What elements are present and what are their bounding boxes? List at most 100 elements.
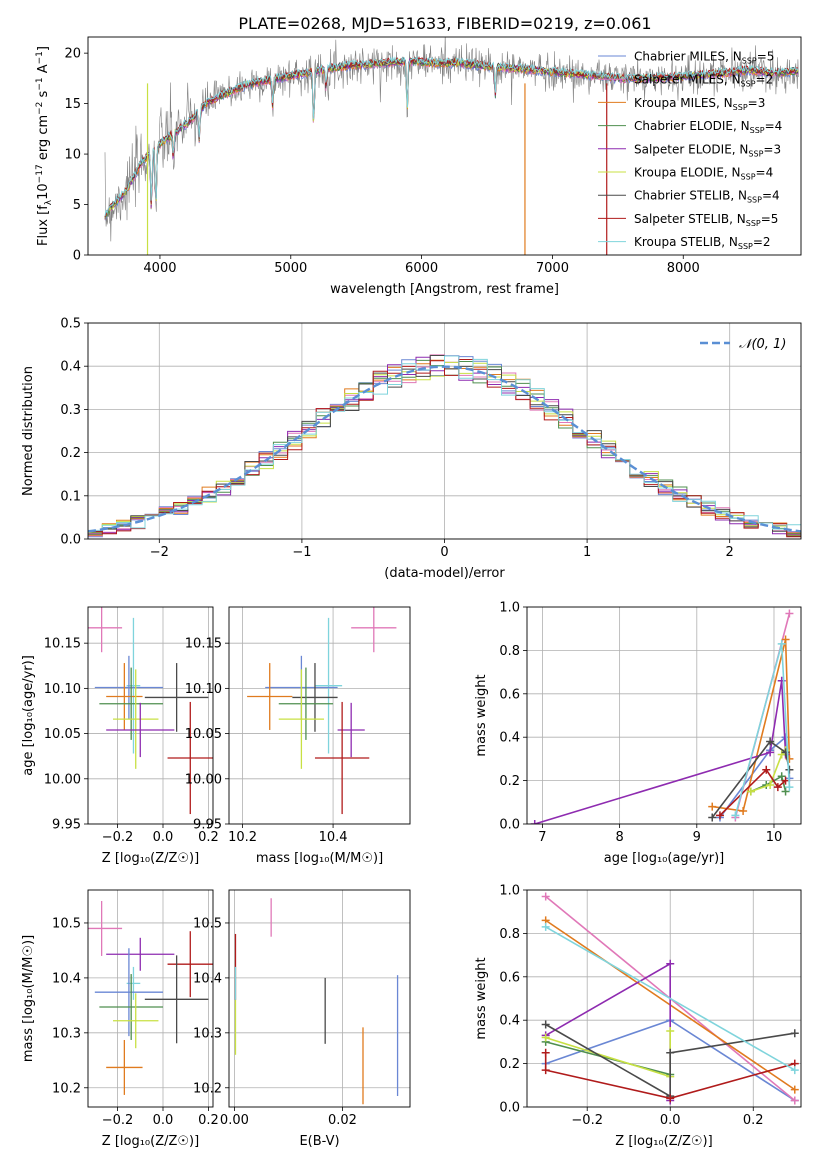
spectrum-xlabel: wavelength [Angstrom, rest frame] <box>330 282 559 297</box>
legend-label-chabrier-stelib: Chabrier STELIB, NSSP=4 <box>634 189 780 205</box>
residuals-ytick-label: 0.2 <box>60 446 81 461</box>
weight-vs-age-marker-chabrier-elodie <box>777 772 786 781</box>
age-vs-Z-plot-area <box>88 607 213 824</box>
mass-vs-Z-ylabel: mass [log₁₀(M/M☉)] <box>21 935 36 1062</box>
weight-vs-age-marker-salpeter-elodie <box>766 748 775 757</box>
mass-vs-Z-ytick-label: 10.2 <box>52 1081 81 1096</box>
spectrum-xtick-label: 6000 <box>405 261 438 276</box>
residuals-ytick-label: 0.3 <box>60 403 81 418</box>
weight-vs-Z-plot-area <box>527 890 801 1107</box>
mass-vs-EBV-xlabel: E(B-V) <box>299 1134 339 1149</box>
spectrum-ytick-label: 10 <box>64 148 81 163</box>
weight-vs-Z-line-chabrier-stelib <box>545 1023 795 1098</box>
weight-vs-Z-frame <box>526 889 802 1108</box>
weight-vs-age-marker-salpeter-miles <box>785 609 794 618</box>
weight-vs-age-xtick-label: 7 <box>538 830 546 845</box>
age-vs-mass-frame <box>228 606 411 825</box>
spectrum-frame <box>87 36 802 256</box>
spectrum-xtick-label: 5000 <box>274 261 307 276</box>
weight-vs-age-ytick-label: 0.8 <box>499 644 520 659</box>
age-vs-Z-ylabel: age [log₁₀(age/yr)] <box>21 655 36 776</box>
age-vs-Z-xtick-label: 0.2 <box>198 830 219 845</box>
weight-vs-Z-ytick-label: 1.0 <box>499 884 520 899</box>
age-vs-mass-ytick-label: 9.95 <box>193 818 222 833</box>
weight-vs-age-marker-chabrier-stelib <box>708 813 717 822</box>
weight-vs-age-marker-kroupa-elodie <box>746 787 755 796</box>
weight-vs-Z-xtick-label: 0.0 <box>660 1113 681 1128</box>
weight-vs-Z-marker-chabrier-stelib <box>666 1048 675 1057</box>
spectrum-axes: 4000 5000 6000 7000 8000 0 5 10 15 20 wavelength [… <box>35 36 802 297</box>
age-vs-mass-plot-area <box>229 607 410 824</box>
spectrum-marks <box>104 37 799 255</box>
mass-vs-Z-plot-area <box>88 890 213 1107</box>
weight-vs-Z-marker-kroupa-elodie <box>541 1033 550 1042</box>
weight-vs-Z-ytick-label: 0.6 <box>499 970 520 985</box>
residual-normal-curve <box>88 365 801 533</box>
age-vs-Z-marks <box>88 607 213 815</box>
residuals-axes: −2 −1 0 1 2 0.0 0.1 0.2 0.3 0.4 0.5 (data-model)/er… <box>21 317 802 581</box>
mass-vs-EBV-ytick-label: 10.5 <box>193 916 222 931</box>
mass-vs-Z-xtick-label: −0.2 <box>102 1113 134 1128</box>
legend-label-salpeter-miles: Salpeter MILES, NSSP=2 <box>634 73 773 89</box>
residual-legend-label: 𝒩(0, 1) <box>739 337 786 352</box>
mass-vs-EBV-frame <box>228 889 411 1108</box>
weight-vs-age-ytick-label: 0.4 <box>499 731 520 746</box>
weight-vs-age-ytick-label: 0.0 <box>499 818 520 833</box>
residuals-ytick-label: 0.5 <box>60 317 81 332</box>
weight-vs-Z-marker-salpeter-stelib <box>666 1094 675 1103</box>
age-vs-mass-xtick-label: 10.2 <box>228 830 257 845</box>
mass-vs-EBV-xtick-label: 0.02 <box>328 1113 357 1128</box>
residuals-ylabel: Normed distribution <box>21 366 36 496</box>
weight-vs-age-ytick-label: 1.0 <box>499 601 520 616</box>
residuals-ytick-label: 0.4 <box>60 360 81 375</box>
weight-vs-Z-marker-salpeter-miles <box>790 1096 799 1105</box>
legend-label-salpeter-stelib: Salpeter STELIB, NSSP=5 <box>634 212 778 228</box>
spectrum-xtick-label: 4000 <box>143 261 176 276</box>
residuals-xtick-label: 0 <box>440 545 448 560</box>
weight-vs-age-axes: 7 8 9 10 0.0 0.2 0.4 0.6 0.8 1.0 age [log₁₀(age/yr… <box>474 601 802 866</box>
figure-title: PLATE=0268, MJD=51633, FIBERID=0219, z=0… <box>238 14 651 33</box>
age-vs-Z-ytick-label: 10.00 <box>44 772 81 787</box>
age-vs-mass-ytick-label: 10.10 <box>185 682 222 697</box>
age-vs-Z-xlabel: Z [log₁₀(Z/Z☉)] <box>102 851 199 866</box>
spectrum-ytick-label: 15 <box>64 97 81 112</box>
weight-vs-age-marker-kroupa-stelib <box>777 639 786 648</box>
weight-vs-Z-ytick-label: 0.0 <box>499 1101 520 1116</box>
weight-vs-age-marker-kroupa-miles <box>708 802 717 811</box>
mass-vs-Z-ytick-label: 10.4 <box>52 971 81 986</box>
spectrum-legend: Chabrier MILES, NSSP=5 Salpeter MILES, NS… <box>598 50 782 251</box>
weight-vs-Z-line-salpeter-stelib <box>544 1052 796 1100</box>
spectrum-ytick-label: 20 <box>64 47 81 62</box>
age-vs-Z-xtick-label: −0.2 <box>102 830 134 845</box>
legend-label-kroupa-elodie: Kroupa ELODIE, NSSP=4 <box>634 166 773 182</box>
weight-vs-age-marker-kroupa-miles <box>781 635 790 644</box>
weight-vs-age-marker-salpeter-elodie <box>530 820 539 824</box>
age-vs-Z-ytick-label: 10.15 <box>44 637 81 652</box>
residuals-xlabel: (data-model)/error <box>384 566 505 581</box>
age-vs-Z-frame <box>87 606 214 825</box>
age-vs-Z-ytick-label: 10.05 <box>44 727 81 742</box>
weight-vs-Z-marker-chabrier-stelib <box>541 1020 550 1029</box>
residual-hist-salpeter-stelib <box>88 359 801 538</box>
spectrum-ylabel: Flux [fλ10−17 erg cm−2 s−1 A−1] <box>35 46 54 246</box>
residuals-ytick-label: 0.0 <box>60 533 81 548</box>
weight-vs-age-marker-chabrier-stelib <box>785 765 794 774</box>
age-vs-mass-marks <box>247 607 397 815</box>
weight-vs-age-ytick-label: 0.6 <box>499 687 520 702</box>
age-vs-mass-xtick-label: 10.4 <box>319 830 348 845</box>
residuals-ytick-label: 0.1 <box>60 489 81 504</box>
spectrum-plot-area <box>104 37 799 255</box>
weight-vs-Z-marker-kroupa-elodie <box>666 1027 675 1036</box>
age-vs-Z-grid <box>88 607 213 824</box>
weight-vs-age-marker-salpeter-stelib <box>762 765 771 774</box>
weight-vs-Z-ytick-label: 0.4 <box>499 1014 520 1029</box>
residuals-marks <box>88 354 801 538</box>
residuals-frame <box>87 322 802 540</box>
weight-vs-age-line-salpeter-stelib <box>719 768 787 816</box>
spectrum-model-kroupa-stelib <box>104 55 799 217</box>
age-vs-mass-grid <box>229 607 410 824</box>
weight-vs-Z-ytick-label: 0.8 <box>499 927 520 942</box>
weight-vs-Z-xtick-label: 0.2 <box>743 1113 764 1128</box>
weight-vs-Z-ytick-label: 0.2 <box>499 1057 520 1072</box>
